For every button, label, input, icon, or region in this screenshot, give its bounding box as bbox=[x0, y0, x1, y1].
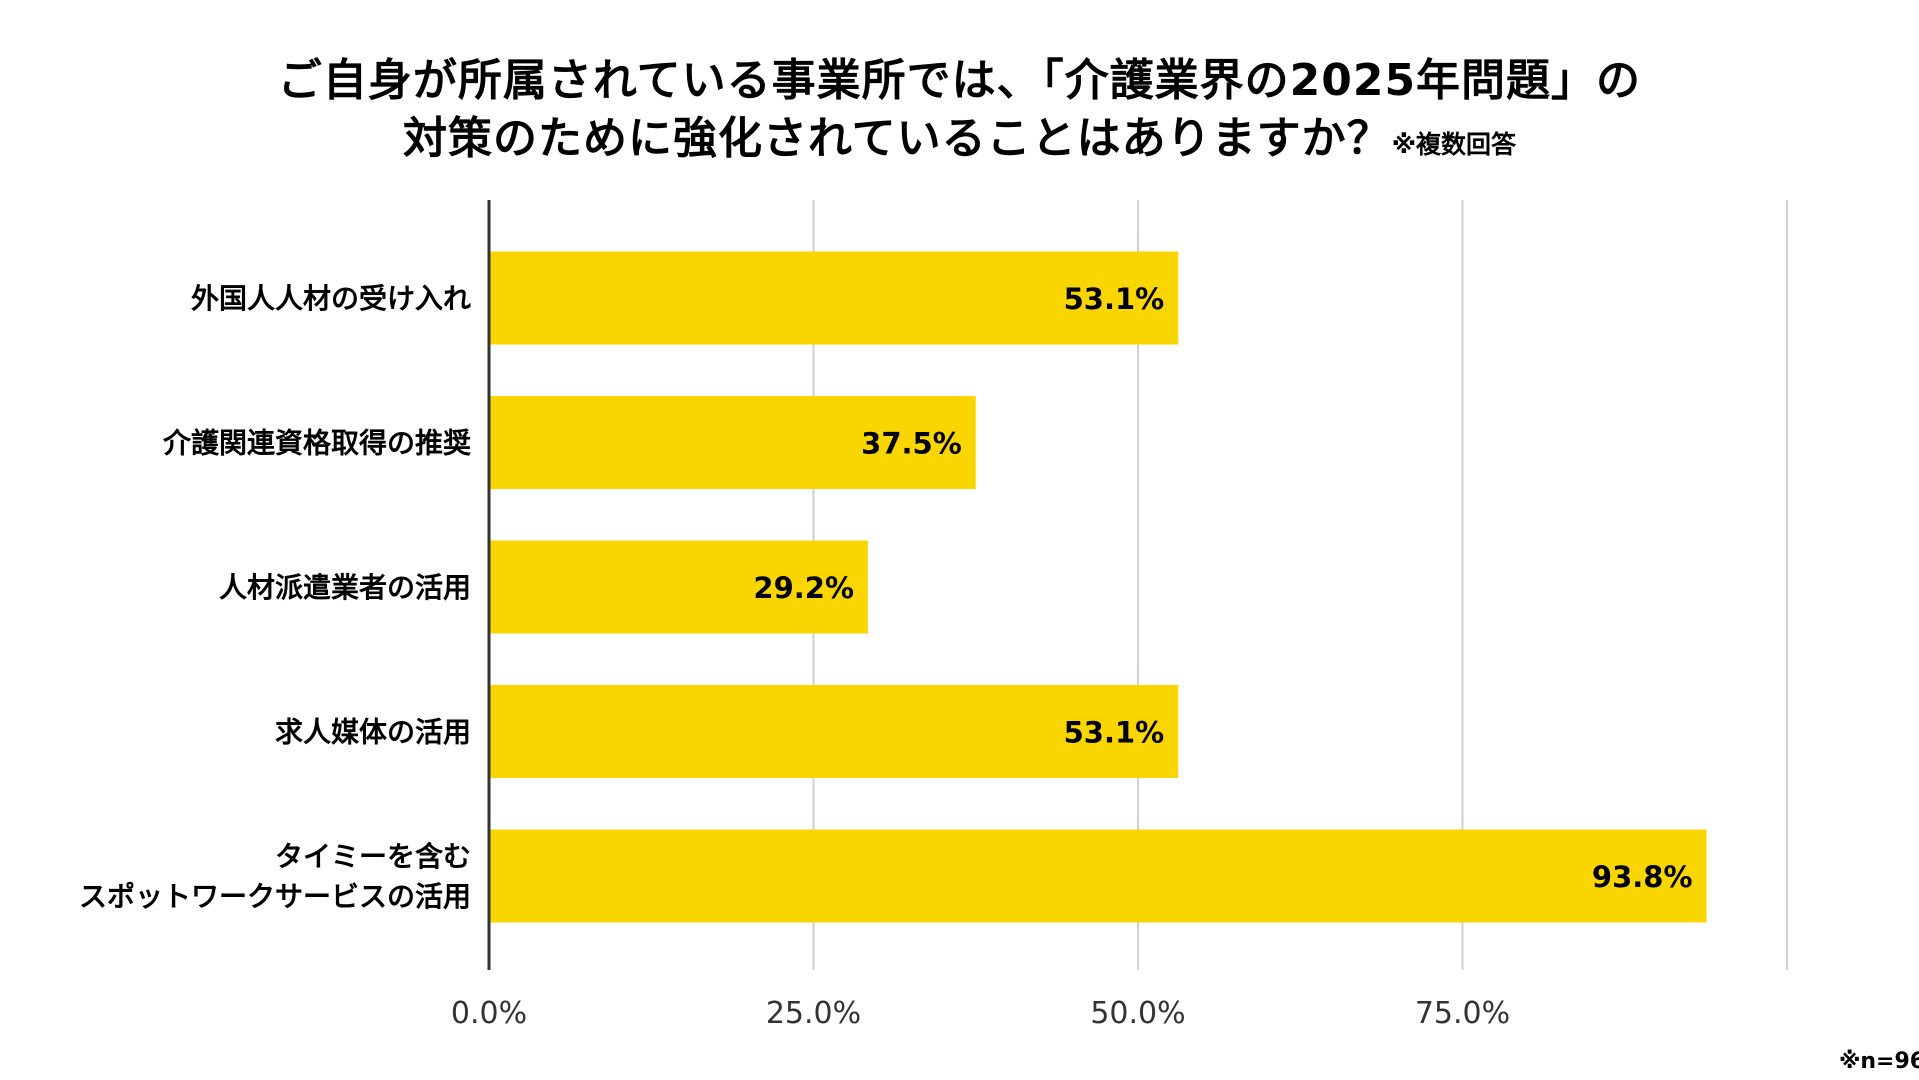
bar bbox=[489, 251, 1179, 345]
chart-title-line2: 対策のために強化されていることはありますか？※複数回答 bbox=[0, 110, 1919, 174]
category-label: 求人媒体の活用 bbox=[275, 716, 471, 749]
chart-title: ご自身が所属されている事業所では、「介護業界の2025年問題」の 対策のために強… bbox=[0, 52, 1919, 174]
bar bbox=[489, 540, 869, 634]
x-tick-label: 75.0% bbox=[1415, 996, 1510, 1031]
bar bbox=[489, 396, 976, 489]
bar-value-label: 37.5% bbox=[861, 427, 962, 461]
category-label: 介護関連資格取得の推奨 bbox=[162, 427, 472, 460]
bar-value-label: 53.1% bbox=[1064, 716, 1165, 750]
bars: 53.1% 37.5% 29.2% 53.1% 93.8% bbox=[489, 251, 1707, 923]
bar-value-label: 29.2% bbox=[753, 571, 854, 605]
category-label: タイミーを含む bbox=[275, 840, 471, 873]
bar bbox=[489, 685, 1179, 778]
sample-size-note: ※n=96 bbox=[1839, 1049, 1919, 1074]
chart-title-line2-text: 対策のために強化されていることはありますか？ bbox=[403, 113, 1392, 164]
category-label: 人材派遣業者の活用 bbox=[219, 571, 471, 604]
category-labels: 外国人人材の受け入れ介護関連資格取得の推奨人材派遣業者の活用求人媒体の活用タイミ… bbox=[79, 282, 472, 913]
bar-value-label: 93.8% bbox=[1592, 860, 1693, 894]
bar bbox=[489, 829, 1707, 923]
x-tick-label: 50.0% bbox=[1090, 996, 1185, 1031]
bar-value-label: 53.1% bbox=[1064, 282, 1165, 316]
chart-title-line1: ご自身が所属されている事業所では、「介護業界の2025年問題」の bbox=[277, 55, 1642, 106]
x-tick-labels: 0.0% 25.0% 50.0% 75.0% bbox=[451, 996, 1510, 1031]
category-label: 外国人人材の受け入れ bbox=[191, 282, 471, 315]
x-tick-label: 25.0% bbox=[766, 996, 861, 1031]
multiple-answer-note: ※複数回答 bbox=[1391, 130, 1516, 159]
category-label: スポットワークサービスの活用 bbox=[79, 880, 471, 913]
x-tick-label: 0.0% bbox=[451, 996, 527, 1031]
